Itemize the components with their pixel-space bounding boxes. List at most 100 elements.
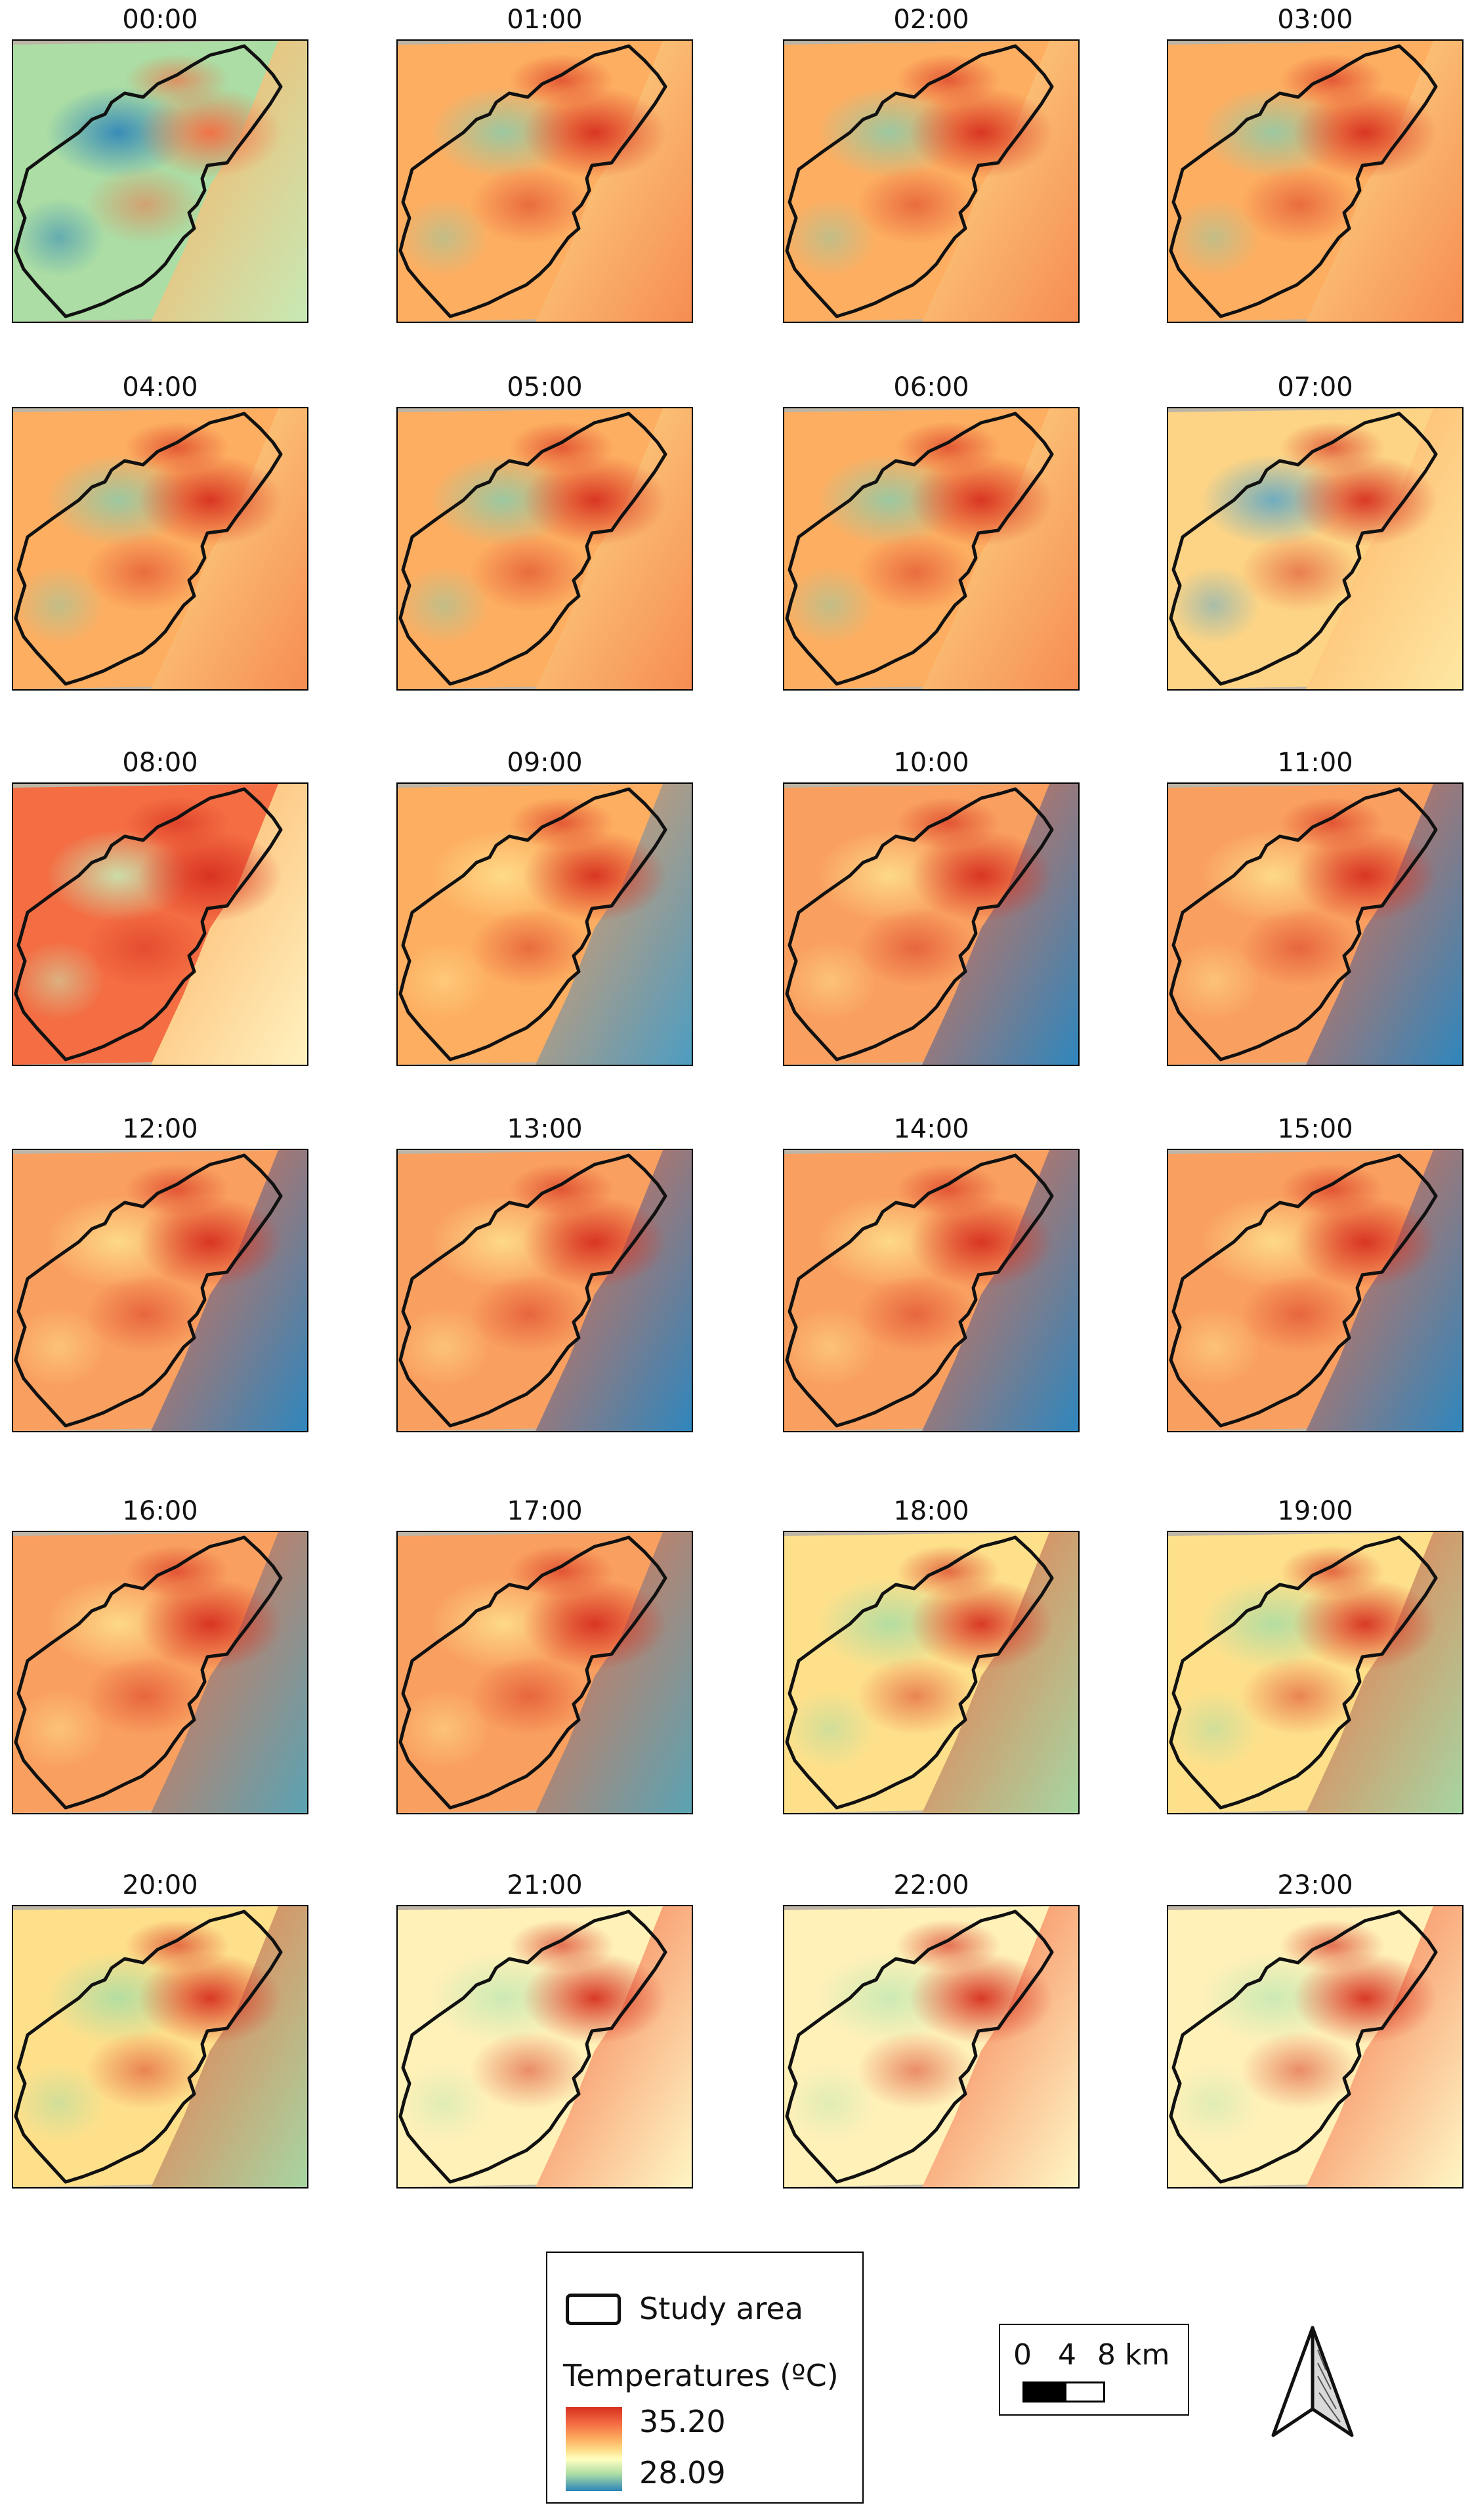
study-area-outline <box>785 412 1054 686</box>
map-panel-time-label: 02:00 <box>893 5 969 35</box>
map-panel: 20:00 <box>12 1866 308 2189</box>
study-area-outline <box>398 412 667 686</box>
temperature-color-ramp <box>566 2407 622 2491</box>
map-panel-time-label: 15:00 <box>1277 1114 1353 1144</box>
map-panel-time-label: 12:00 <box>122 1114 198 1144</box>
hot-zone <box>85 2031 203 2110</box>
map-panel-time-label: 06:00 <box>893 372 969 402</box>
study-area-outline <box>785 1535 1054 1810</box>
heat-map <box>12 39 308 323</box>
cool-zone <box>1168 566 1260 645</box>
hot-zone <box>1240 1657 1358 1736</box>
hot-zone <box>522 454 667 546</box>
map-panel: 21:00 <box>396 1866 693 2189</box>
study-area-swatch <box>566 2294 621 2325</box>
map-panel: 22:00 <box>783 1866 1080 2189</box>
hot-zone <box>909 454 1053 546</box>
legend-temperature-title: Temperatures (ºC) <box>563 2358 839 2393</box>
map-panel-time-label: 09:00 <box>507 748 583 778</box>
heat-map <box>396 1905 693 2189</box>
map-panel-time-label: 17:00 <box>507 1496 583 1526</box>
heat-map <box>1167 407 1463 691</box>
cool-zone <box>398 941 490 1020</box>
map-panel-time-label: 23:00 <box>1277 1870 1353 1900</box>
hot-zone <box>509 1163 614 1216</box>
map-panel: 01:00 <box>396 0 693 323</box>
cool-zone <box>1168 198 1260 277</box>
heat-map <box>783 1149 1080 1432</box>
study-area-outline <box>398 44 667 318</box>
map-panel: 08:00 <box>12 743 308 1066</box>
heat-map <box>12 1905 308 2189</box>
map-panel: 13:00 <box>396 1109 693 1432</box>
hot-zone <box>125 54 230 106</box>
study-area-outline <box>1169 787 1438 1061</box>
hot-zone <box>470 2031 588 2110</box>
map-panel: 06:00 <box>783 368 1080 691</box>
hot-zone <box>1293 1952 1437 2044</box>
scale-label-4: 4 <box>1058 2338 1076 2372</box>
hot-zone <box>470 1275 588 1354</box>
scale-bar: 0 4 8 km <box>999 2324 1189 2416</box>
study-area-outline <box>398 1535 667 1810</box>
study-area-outline <box>398 1910 667 2184</box>
legend: Study area Temperatures (ºC) 35.20 28.09 <box>546 2252 864 2504</box>
map-panel-time-label: 21:00 <box>507 1870 583 1900</box>
hot-zone <box>138 1952 282 2044</box>
cool-zone <box>784 198 876 277</box>
scale-bar-segment-black <box>1022 2381 1064 2403</box>
hot-zone <box>856 1657 975 1736</box>
map-panel-time-label: 18:00 <box>893 1496 969 1526</box>
cool-zone <box>398 1690 490 1768</box>
hot-zone <box>856 1275 975 1354</box>
map-panel-time-label: 10:00 <box>893 748 969 778</box>
cool-zone <box>13 2064 105 2143</box>
scale-label-0: 0 <box>1013 2338 1032 2372</box>
hot-zone <box>125 1919 230 1972</box>
hot-zone <box>522 87 667 179</box>
study-area-outline <box>14 44 283 318</box>
map-panel: 19:00 <box>1167 1491 1463 1814</box>
heat-map <box>783 39 1080 323</box>
hot-zone <box>470 1657 588 1736</box>
map-panel-time-label: 11:00 <box>1277 748 1353 778</box>
map-panel-time-label: 16:00 <box>122 1496 198 1526</box>
hot-zone <box>522 1196 667 1288</box>
map-panel: 04:00 <box>12 368 308 691</box>
hot-zone <box>85 1657 203 1736</box>
cool-zone <box>784 2064 876 2143</box>
map-panel-time-label: 13:00 <box>507 1114 583 1144</box>
hot-zone <box>909 1952 1053 2044</box>
hot-zone <box>856 165 975 244</box>
study-area-outline <box>14 1910 283 2184</box>
heat-map <box>783 1531 1080 1814</box>
hot-zone <box>138 454 282 546</box>
cool-zone <box>784 1308 876 1386</box>
hot-zone <box>509 1919 614 1972</box>
map-grid: 00:00 01:00 02:00 03:00 04:00 <box>12 0 1463 2189</box>
hot-zone <box>85 1275 203 1354</box>
hot-zone <box>125 1163 230 1216</box>
hot-zone <box>138 87 282 179</box>
heat-map <box>12 1149 308 1432</box>
hot-zone <box>522 830 667 922</box>
hot-zone <box>85 908 203 987</box>
map-panel: 02:00 <box>783 0 1080 323</box>
map-panel-time-label: 22:00 <box>893 1870 969 1900</box>
map-panel: 16:00 <box>12 1491 308 1814</box>
hot-zone <box>470 165 588 244</box>
hot-zone <box>1293 830 1437 922</box>
heat-map <box>1167 1905 1463 2189</box>
hot-zone <box>470 908 588 987</box>
cool-zone <box>1168 2064 1260 2143</box>
hot-zone <box>125 421 230 474</box>
hot-zone <box>138 1196 282 1288</box>
hot-zone <box>1280 1163 1385 1216</box>
hot-zone <box>896 1163 1001 1216</box>
hot-zone <box>909 1578 1053 1670</box>
map-panel: 11:00 <box>1167 743 1463 1066</box>
heat-map <box>1167 782 1463 1066</box>
hot-zone <box>856 908 975 987</box>
cool-zone <box>1168 941 1260 1020</box>
study-area-outline <box>1169 1153 1438 1428</box>
